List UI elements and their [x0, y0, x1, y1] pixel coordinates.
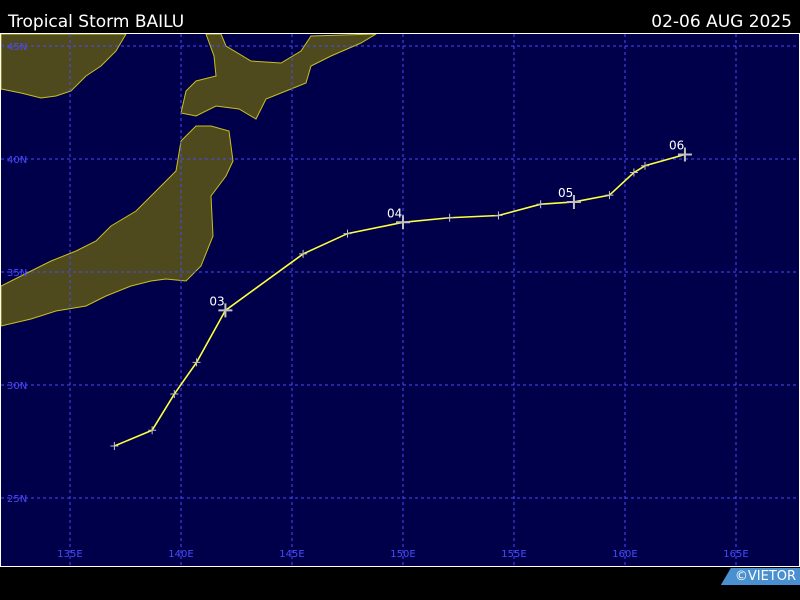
track-point-marker: [218, 303, 233, 318]
day-label: 06: [669, 138, 684, 152]
day-label: 05: [558, 186, 573, 200]
graticule: 45N 40N 35N 30N 25N 135E 140E 145E 150E 155E 160E 1…: [1, 34, 799, 566]
track-point-marker: [445, 213, 454, 222]
day-label: 04: [387, 206, 402, 220]
track-point-marker: [566, 194, 581, 209]
track-point-marker: [192, 358, 201, 367]
lon-label: 165E: [723, 549, 748, 560]
track-point-marker: [299, 249, 308, 258]
lon-label: 145E: [279, 549, 304, 560]
storm-title: Tropical Storm BAILU: [8, 12, 185, 32]
lat-label: 30N: [7, 381, 27, 392]
storm-track: 03 04 05 06: [110, 138, 692, 451]
track-line: [114, 153, 686, 447]
date-range: 02-06 AUG 2025: [651, 12, 792, 32]
lat-label: 45N: [7, 42, 27, 53]
lat-label: 35N: [7, 268, 27, 279]
track-point-marker: [536, 200, 545, 209]
lat-label: 25N: [7, 494, 27, 505]
lat-label: 40N: [7, 155, 27, 166]
lon-label: 135E: [57, 549, 82, 560]
track-point-marker: [494, 211, 503, 220]
track-point-marker: [343, 229, 352, 238]
track-point-marker: [110, 442, 119, 451]
track-point-marker: [677, 147, 692, 162]
track-point-marker: [605, 191, 614, 200]
track-point-marker: [629, 168, 638, 177]
lon-label: 150E: [390, 549, 415, 560]
land-asia-mainland: [1, 34, 127, 99]
land-hokkaido: [180, 34, 377, 120]
track-point-marker: [148, 426, 157, 435]
track-point-marker: [170, 390, 179, 399]
credit-badge: ©VIETOR: [720, 568, 800, 585]
land: [1, 34, 377, 327]
lon-label: 155E: [501, 549, 526, 560]
lon-label: 160E: [612, 549, 637, 560]
track-point-marker: [396, 215, 410, 230]
lon-label: 140E: [168, 549, 193, 560]
track-map: 45N 40N 35N 30N 25N 135E 140E 145E 150E 155E 160E 1…: [0, 33, 800, 567]
track-point-marker: [640, 161, 649, 170]
day-label: 03: [209, 294, 224, 308]
land-honshu: [1, 125, 234, 327]
map-canvas: 45N 40N 35N 30N 25N 135E 140E 145E 150E 155E 160E 1…: [1, 34, 799, 566]
